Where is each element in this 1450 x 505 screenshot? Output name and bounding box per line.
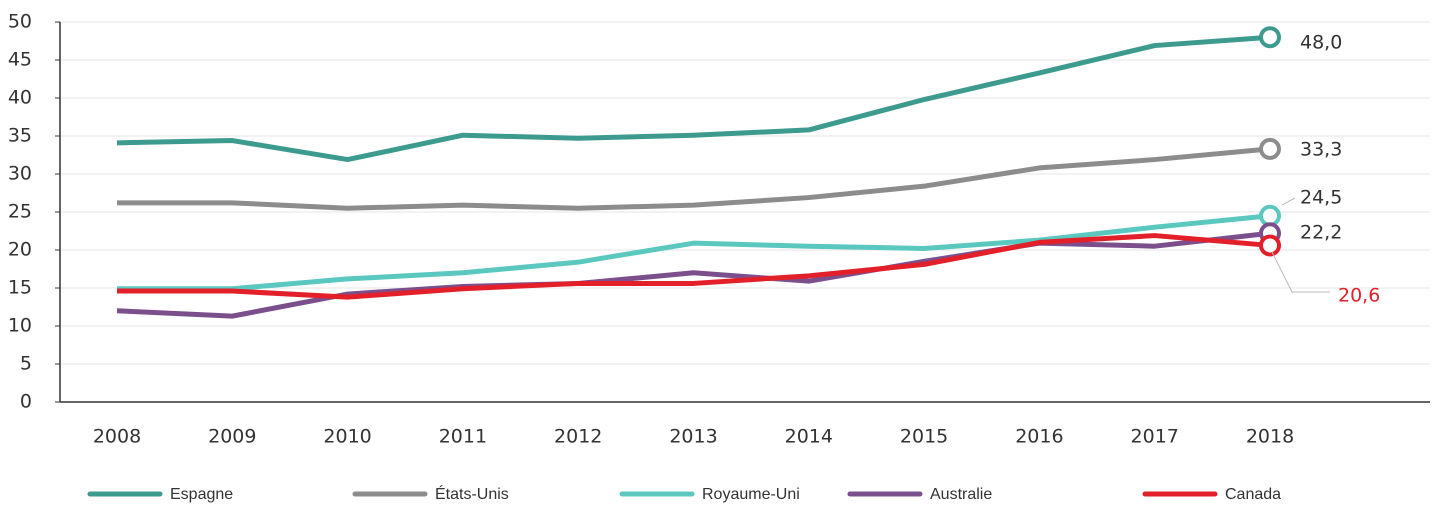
y-tick-label: 50 bbox=[8, 11, 32, 33]
value-label: 22,2 bbox=[1300, 222, 1342, 244]
x-tick-label: 2012 bbox=[554, 426, 602, 448]
end-marker bbox=[1259, 137, 1281, 160]
y-tick-label: 40 bbox=[8, 87, 32, 109]
legend-label: Canada bbox=[1225, 486, 1281, 503]
x-tick-label: 2011 bbox=[439, 426, 487, 448]
x-tick-label: 2008 bbox=[93, 426, 141, 448]
series-line bbox=[117, 213, 1271, 292]
x-tick-label: 2018 bbox=[1246, 426, 1294, 448]
value-label: 20,6 bbox=[1338, 285, 1380, 307]
y-tick-label: 25 bbox=[8, 201, 32, 223]
legend-label: États-Unis bbox=[435, 484, 509, 503]
y-tick-label: 35 bbox=[8, 125, 32, 147]
y-tick-label: 45 bbox=[8, 49, 32, 71]
x-tick-label: 2015 bbox=[900, 426, 948, 448]
legend-label: Australie bbox=[930, 486, 992, 503]
series-line bbox=[116, 230, 1271, 319]
series-line bbox=[117, 233, 1271, 300]
end-marker bbox=[1259, 26, 1281, 49]
x-tick-label: 2010 bbox=[323, 426, 371, 448]
x-tick-label: 2009 bbox=[208, 426, 256, 448]
y-tick-label: 20 bbox=[8, 239, 32, 261]
x-tick-label: 2016 bbox=[1015, 426, 1063, 448]
end-marker bbox=[1259, 234, 1281, 257]
x-tick-label: 2013 bbox=[669, 426, 717, 448]
series-line bbox=[117, 146, 1271, 211]
value-label: 33,3 bbox=[1300, 139, 1342, 161]
y-tick-label: 30 bbox=[8, 163, 32, 185]
legend-label: Royaume-Uni bbox=[702, 486, 800, 503]
leader-line bbox=[1281, 197, 1296, 206]
value-label: 48,0 bbox=[1300, 32, 1342, 54]
legend-label: Espagne bbox=[170, 486, 233, 503]
y-tick-label: 5 bbox=[20, 353, 32, 375]
end-marker bbox=[1259, 204, 1281, 227]
series-line bbox=[116, 34, 1271, 163]
x-tick-label: 2017 bbox=[1131, 426, 1179, 448]
value-label: 24,5 bbox=[1300, 187, 1342, 209]
y-tick-label: 10 bbox=[8, 315, 32, 337]
y-tick-label: 15 bbox=[8, 277, 32, 299]
y-tick-label: 0 bbox=[20, 391, 32, 413]
leader-line bbox=[1271, 251, 1330, 293]
x-tick-label: 2014 bbox=[785, 426, 833, 448]
